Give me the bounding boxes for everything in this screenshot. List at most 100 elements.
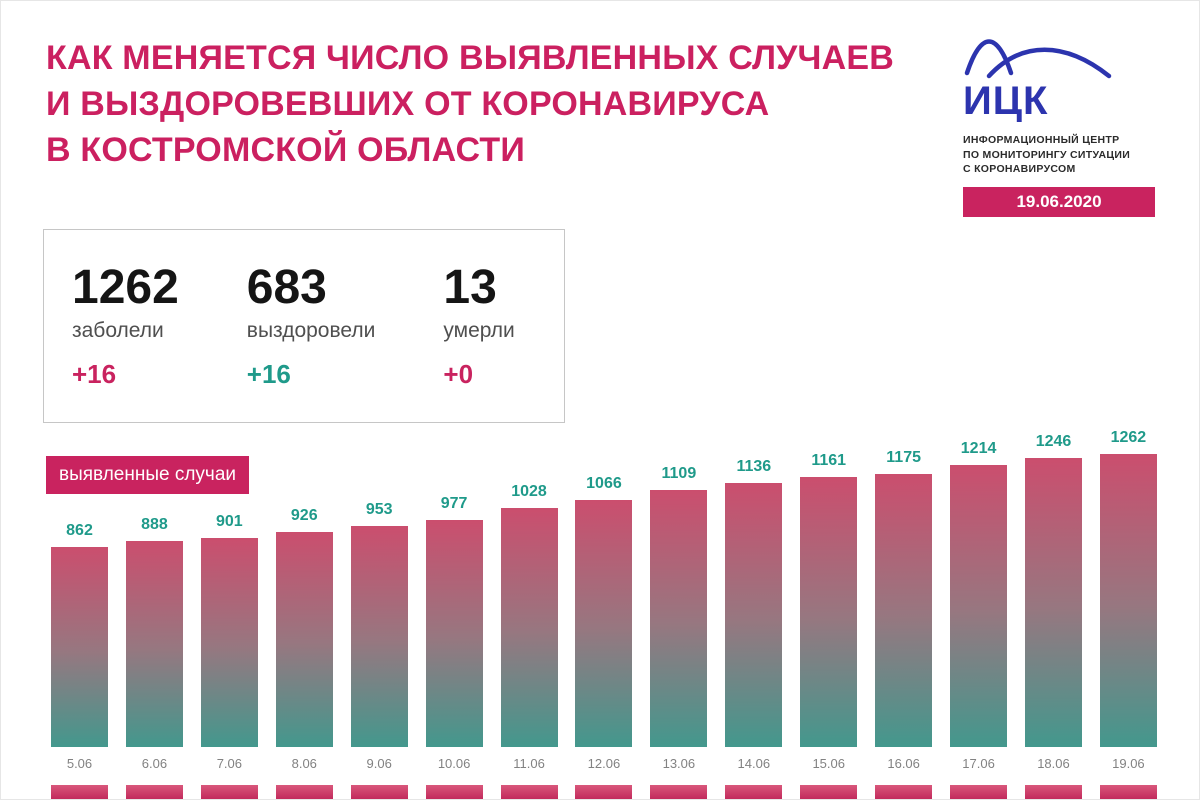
bar bbox=[51, 547, 108, 747]
bar-column: 1246 18.06 bbox=[1024, 433, 1082, 771]
bar bbox=[800, 477, 858, 747]
bar-date-label: 7.06 bbox=[216, 756, 242, 771]
bar bbox=[350, 526, 408, 747]
bar-date-label: 17.06 bbox=[962, 756, 995, 771]
bar-date-label: 14.06 bbox=[737, 756, 771, 771]
bar-column: 1109 13.06 bbox=[650, 465, 708, 771]
bar-column: 1161 15.06 bbox=[800, 452, 858, 771]
partial-bar bbox=[500, 785, 558, 799]
bar-date-label: 6.06 bbox=[141, 756, 168, 771]
bar bbox=[1099, 454, 1157, 747]
partial-bar bbox=[1099, 785, 1157, 799]
bar-value-label: 1161 bbox=[811, 452, 847, 469]
bar-column: 953 9.06 bbox=[350, 501, 408, 771]
bar bbox=[275, 532, 333, 747]
logo-caption-line-2: ПО МОНИТОРИНГУ СИТУАЦИИ bbox=[963, 148, 1131, 161]
bar-column: 1262 19.06 bbox=[1099, 429, 1157, 771]
partial-bar bbox=[800, 785, 858, 799]
stat-infected-delta: +16 bbox=[72, 359, 117, 389]
bar bbox=[500, 508, 558, 747]
bar-value-label: 1262 bbox=[1110, 429, 1147, 446]
bar-value-label: 926 bbox=[290, 507, 318, 524]
logo-caption-line-1: ИНФОРМАЦИОННЫЙ ЦЕНТР bbox=[963, 134, 1120, 146]
bar-date-label: 8.06 bbox=[291, 756, 317, 771]
bar-value-label: 888 bbox=[141, 516, 168, 533]
bar-column: 1136 14.06 bbox=[725, 458, 783, 771]
partial-bar bbox=[575, 785, 633, 799]
bar-date-label: 9.06 bbox=[366, 756, 392, 771]
bar bbox=[575, 500, 633, 747]
partial-bar bbox=[725, 785, 783, 799]
stat-recovered-delta: +16 bbox=[246, 359, 291, 389]
bar-value-label: 862 bbox=[66, 522, 93, 539]
stat-died: 13 умерли +0 bbox=[443, 260, 514, 392]
date-badge: 19.06.2020 bbox=[963, 187, 1155, 218]
page-title-line-2: И ВЫЗДОРОВЕВШИХ ОТ КОРОНАВИРУСА bbox=[46, 85, 770, 124]
bar-column: 901 7.06 bbox=[200, 513, 258, 771]
bar-value-label: 977 bbox=[440, 495, 468, 512]
bar-date-label: 15.06 bbox=[812, 756, 845, 771]
bar-value-label: 1066 bbox=[586, 475, 622, 492]
partial-bar bbox=[650, 785, 708, 799]
bar-column: 1066 12.06 bbox=[575, 475, 633, 771]
stat-recovered: 683 выздоровели +16 bbox=[247, 260, 376, 392]
bar-date-label: 5.06 bbox=[66, 756, 93, 771]
bar-date-label: 19.06 bbox=[1112, 756, 1145, 771]
bar-date-label: 11.06 bbox=[513, 756, 545, 771]
partial-bar bbox=[425, 785, 483, 799]
bar bbox=[650, 490, 708, 747]
bar-value-label: 1028 bbox=[511, 483, 547, 500]
stat-infected-label: заболели bbox=[72, 319, 164, 342]
partial-bar bbox=[1024, 785, 1082, 799]
bar-column: 862 5.06 bbox=[51, 522, 108, 771]
bar-column: 977 10.06 bbox=[425, 495, 483, 771]
stat-died-delta: +0 bbox=[443, 359, 474, 389]
bar-value-label: 953 bbox=[365, 501, 393, 518]
bar bbox=[1024, 458, 1082, 747]
partial-bar bbox=[200, 785, 258, 799]
bar bbox=[200, 538, 258, 747]
bar-value-label: 901 bbox=[215, 513, 243, 530]
page-title: КАК МЕНЯЕТСЯ ЧИСЛО ВЫЯВЛЕННЫХ СЛУЧАЕВ И … bbox=[46, 35, 894, 174]
logo-caption-line-3: С КОРОНАВИРУСОМ bbox=[963, 163, 1076, 176]
bar-value-label: 1175 bbox=[886, 449, 921, 466]
bar-column: 1214 17.06 bbox=[950, 440, 1008, 771]
partial-bar bbox=[350, 785, 408, 799]
bar-date-label: 16.06 bbox=[887, 756, 920, 771]
bar bbox=[950, 465, 1008, 747]
bar bbox=[725, 483, 783, 747]
partial-bar bbox=[125, 785, 183, 799]
stat-infected: 1262 заболели +16 bbox=[72, 260, 179, 392]
bar-value-label: 1109 bbox=[661, 465, 697, 482]
bottom-partial-chart bbox=[51, 785, 1157, 799]
bar-date-label: 13.06 bbox=[662, 756, 696, 771]
logo-block: ИЦК ИНФОРМАЦИОННЫЙ ЦЕНТР ПО МОНИТОРИНГУ … bbox=[963, 25, 1155, 218]
stat-infected-value: 1262 bbox=[72, 261, 179, 314]
bar-value-label: 1246 bbox=[1035, 433, 1072, 450]
partial-bar bbox=[275, 785, 333, 799]
logo-caption: ИНФОРМАЦИОННЫЙ ЦЕНТР ПО МОНИТОРИНГУ СИТУ… bbox=[963, 133, 1155, 177]
page-title-line-1: КАК МЕНЯЕТСЯ ЧИСЛО ВЫЯВЛЕННЫХ СЛУЧАЕВ bbox=[46, 39, 894, 77]
stat-died-value: 13 bbox=[443, 261, 497, 314]
page-title-line-3: В КОСТРОМСКОЙ ОБЛАСТИ bbox=[46, 131, 526, 170]
bar-date-label: 10.06 bbox=[437, 756, 471, 771]
stats-box: 1262 заболели +16 683 выздоровели +16 13… bbox=[43, 229, 565, 423]
bar bbox=[125, 541, 183, 747]
stat-died-label: умерли bbox=[443, 319, 515, 342]
bar bbox=[875, 474, 933, 747]
bar bbox=[425, 520, 483, 747]
stat-recovered-value: 683 bbox=[246, 261, 327, 314]
partial-bar bbox=[875, 785, 933, 799]
bar-column: 926 8.06 bbox=[275, 507, 333, 771]
bar-column: 888 6.06 bbox=[125, 516, 183, 771]
bar-column: 1028 11.06 bbox=[500, 483, 558, 771]
bar-date-label: 18.06 bbox=[1037, 756, 1070, 771]
stat-recovered-label: выздоровели bbox=[246, 319, 376, 342]
chart-title-badge: выявленные случаи bbox=[46, 456, 250, 494]
bar-value-label: 1136 bbox=[736, 458, 772, 475]
partial-bar bbox=[950, 785, 1008, 799]
curve-icon bbox=[964, 39, 1112, 79]
bar-value-label: 1214 bbox=[960, 440, 997, 457]
logo-abbr: ИЦК bbox=[963, 79, 1049, 123]
bar-chart: 862 5.06 888 6.06 901 7.06 926 8.06 953 9.06 977 10… bbox=[51, 429, 1157, 771]
